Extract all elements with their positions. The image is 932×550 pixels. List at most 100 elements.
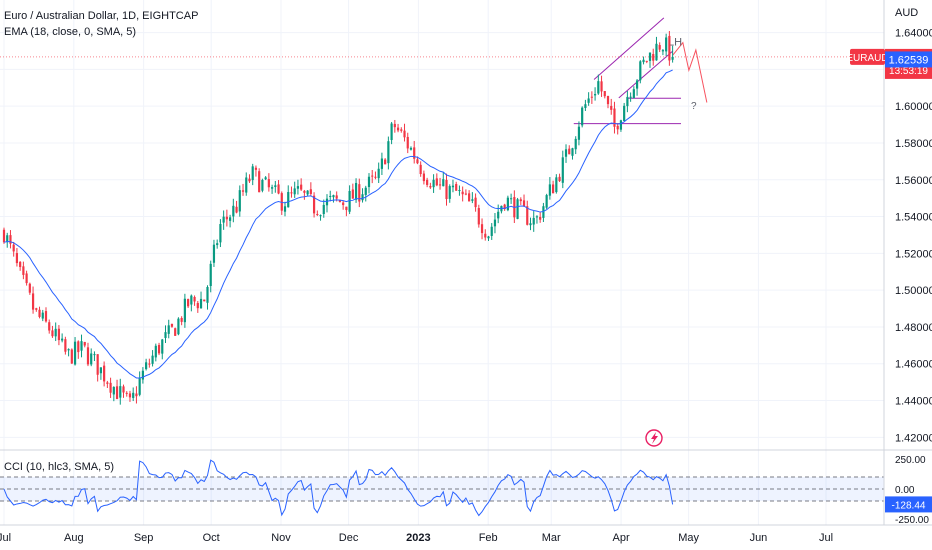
cci-badge-bg: [885, 496, 932, 513]
x-tick-label: Apr: [613, 532, 630, 544]
x-tick-label: Jul: [819, 532, 833, 544]
candle: [568, 145, 571, 155]
candle: [610, 98, 613, 115]
candle: [377, 162, 380, 184]
candle: [629, 92, 632, 102]
candle: [157, 342, 161, 356]
candle: [193, 295, 196, 306]
candle-body: [393, 123, 396, 128]
candle: [390, 121, 393, 145]
candle: [435, 173, 438, 187]
cci-pane[interactable]: -128.44: [0, 459, 932, 517]
candle: [54, 322, 57, 342]
candle-body: [535, 216, 539, 218]
candle: [474, 193, 477, 212]
candle-body: [287, 192, 290, 208]
candle-body: [19, 261, 22, 268]
candle-body: [403, 130, 406, 138]
candle: [448, 184, 451, 203]
x-tick-label: Jul: [0, 532, 11, 544]
candle: [2, 227, 6, 244]
candle-body: [526, 206, 529, 225]
channel-lower-line: [618, 50, 674, 99]
candle: [364, 185, 367, 202]
candle: [510, 193, 513, 204]
drawings-layer[interactable]: LH?: [0, 17, 884, 125]
candle-body: [461, 191, 464, 195]
candle: [342, 201, 345, 210]
candle-body: [248, 178, 251, 182]
grid: [0, 0, 884, 525]
candle: [603, 90, 606, 99]
candle: [387, 136, 390, 170]
candle: [183, 293, 186, 328]
candle: [374, 171, 377, 180]
candle: [106, 380, 109, 388]
candle-body: [435, 178, 438, 186]
candle-body: [293, 188, 296, 195]
candle-body: [103, 365, 106, 382]
candle-body: [593, 94, 597, 96]
candle: [174, 327, 177, 336]
candle: [519, 197, 522, 205]
candle-body: [371, 175, 374, 177]
candle: [119, 378, 122, 405]
candle-body: [590, 96, 593, 98]
cci-legend: CCI (10, hlc3, SMA, 5): [4, 461, 115, 473]
candle-body: [351, 189, 354, 199]
candle: [209, 260, 212, 293]
candle-body: [606, 95, 610, 105]
candle-body: [83, 341, 86, 346]
candle: [332, 194, 335, 203]
candle: [351, 183, 354, 199]
candle: [325, 194, 329, 213]
candle: [115, 379, 119, 400]
candle: [57, 325, 61, 346]
candle-body: [658, 45, 661, 50]
candle: [35, 307, 38, 312]
price-pane[interactable]: LH?: [0, 17, 884, 405]
candle-body: [613, 108, 616, 127]
candle-body: [183, 298, 186, 323]
candle-body: [380, 158, 384, 169]
candle-body: [490, 226, 493, 236]
symbol-badge-label: EURAUD: [846, 53, 888, 64]
candle-body: [319, 215, 322, 217]
candle: [277, 180, 280, 195]
candle: [270, 184, 274, 194]
candle: [645, 60, 648, 64]
candle-body: [529, 223, 532, 226]
candle-body: [671, 56, 674, 60]
candle: [500, 205, 503, 214]
candle-body: [306, 190, 309, 195]
candle-body: [245, 177, 248, 193]
lightning-icon[interactable]: [645, 429, 663, 447]
candle-body: [28, 283, 31, 293]
candle: [206, 285, 209, 310]
candle-body: [616, 125, 619, 130]
candle-body: [196, 303, 199, 309]
candle-body: [619, 120, 623, 130]
candle: [96, 354, 99, 382]
candle-body: [93, 354, 96, 356]
candle: [484, 229, 487, 241]
candle-body: [9, 235, 12, 244]
candle: [458, 185, 461, 196]
candle: [280, 191, 283, 215]
candle: [296, 179, 300, 195]
x-tick-label: Mar: [542, 532, 561, 544]
candle-body: [390, 123, 393, 141]
candle: [225, 209, 228, 227]
candle-body: [639, 61, 642, 81]
candle: [384, 158, 387, 165]
candle-body: [15, 253, 19, 264]
candle: [300, 178, 303, 192]
candle: [67, 348, 70, 357]
candle: [248, 174, 251, 183]
candle-body: [161, 339, 164, 354]
candle: [574, 136, 577, 155]
candle-body: [80, 341, 83, 351]
candle: [83, 341, 86, 348]
candle: [671, 45, 674, 63]
